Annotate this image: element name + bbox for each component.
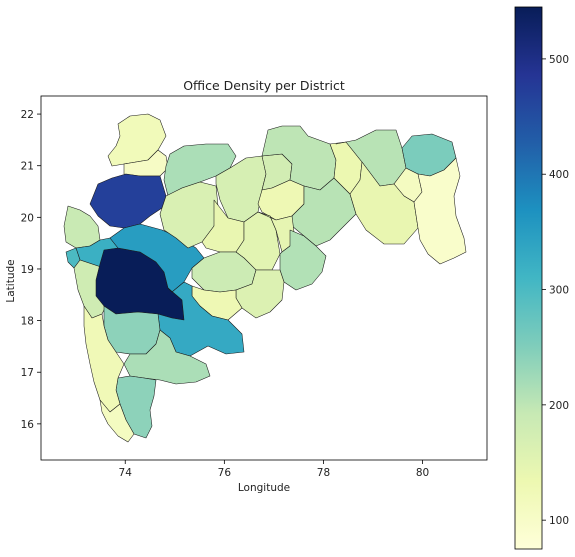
district-nashik xyxy=(89,173,167,229)
y-tick-label: 16 xyxy=(21,419,35,431)
map-districts xyxy=(63,113,467,443)
district-ratnagiri xyxy=(83,305,125,413)
district-chandrapur xyxy=(349,161,419,245)
y-tick-label: 20 xyxy=(21,212,34,224)
colorbar-tick-label: 300 xyxy=(549,285,569,297)
y-tick-label: 22 xyxy=(21,109,34,121)
district-solapur xyxy=(157,281,245,357)
y-tick-label: 21 xyxy=(21,161,34,173)
district-palghar xyxy=(63,205,101,249)
district-nanded xyxy=(279,229,327,291)
colorbar-tick-label: 200 xyxy=(549,400,569,412)
x-axis: 74 76 78 80 xyxy=(119,460,429,479)
colorbar: 100 200 300 400 500 xyxy=(514,6,569,550)
district-sindhudurg xyxy=(99,399,135,443)
colorbar-gradient xyxy=(514,6,543,550)
y-tick-label: 19 xyxy=(21,264,34,276)
plot-frame xyxy=(40,95,488,461)
x-tick-label: 76 xyxy=(218,467,232,479)
x-tick-label: 78 xyxy=(317,467,330,479)
colorbar-ticks: 100 200 300 400 500 xyxy=(542,54,569,527)
colorbar-tick-label: 400 xyxy=(549,169,569,181)
colorbar-tick-label: 500 xyxy=(549,54,569,66)
x-tick-label: 80 xyxy=(416,467,429,479)
y-axis: 16 17 18 19 20 21 22 xyxy=(21,109,41,431)
district-sangli xyxy=(123,329,211,385)
y-tick-label: 18 xyxy=(21,316,34,328)
x-axis-label: Longitude xyxy=(238,482,290,494)
colorbar-tick-label: 100 xyxy=(549,515,569,527)
chart-title: Office Density per District xyxy=(183,78,345,93)
y-tick-label: 17 xyxy=(21,367,34,379)
y-axis-label: Latitude xyxy=(5,259,17,302)
x-tick-label: 74 xyxy=(119,467,133,479)
district-gadchiroli xyxy=(413,157,467,265)
